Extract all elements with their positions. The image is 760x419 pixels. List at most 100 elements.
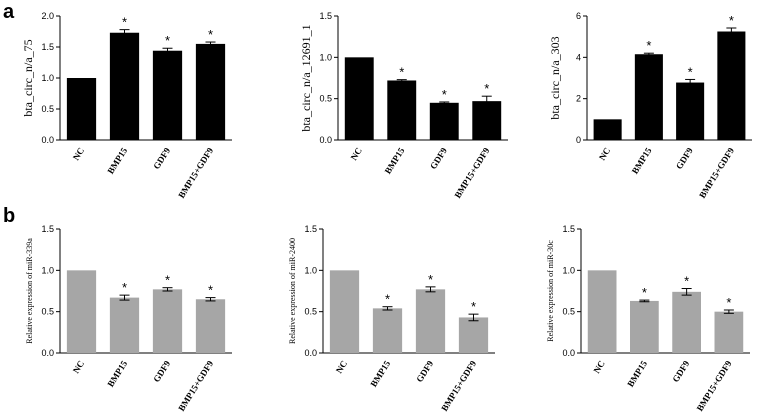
- y-tick-label: 1.5: [41, 224, 54, 234]
- panel-label-a: a: [3, 1, 15, 23]
- x-tick-label: GDF9: [428, 145, 449, 171]
- significance-star: *: [688, 64, 693, 79]
- y-tick-label: 0.0: [562, 348, 575, 358]
- chart-1: 0.0 0.5 1.0 1.5 2.0 bta_circ_n/a_75 NC * BMP15 * G…: [21, 11, 232, 200]
- y-tick-label: 6: [576, 11, 581, 21]
- x-tick-label: BMP15: [105, 358, 129, 388]
- y-tick-label: 0.0: [41, 348, 54, 358]
- significance-star: *: [165, 33, 170, 48]
- significance-star: *: [471, 299, 476, 314]
- x-tick-label: GDF9: [674, 145, 695, 171]
- significance-star: *: [428, 272, 433, 287]
- y-tick-label: 0: [576, 135, 581, 145]
- significance-star: *: [208, 27, 213, 42]
- y-tick-label: 1.5: [562, 224, 575, 234]
- y-tick-label: 1.5: [41, 42, 54, 52]
- x-tick-label: NC: [349, 146, 364, 162]
- significance-star: *: [642, 285, 647, 300]
- y-tick-label: 4: [576, 52, 581, 62]
- significance-star: *: [122, 280, 127, 295]
- x-tick-label: NC: [334, 359, 349, 375]
- bar-gdf9: [672, 291, 701, 353]
- y-tick-label: 1.0: [304, 265, 317, 275]
- bar-bmp15: [630, 300, 659, 353]
- bar-gdf9: [676, 82, 705, 140]
- x-tick-label: BMP15+GDF9: [695, 358, 734, 413]
- significance-star: *: [726, 295, 731, 310]
- y-tick-label: 1.0: [562, 265, 575, 275]
- bar-bmp15: [109, 297, 140, 353]
- bar-gdf9: [429, 102, 459, 140]
- bar-gdf9: [152, 50, 183, 140]
- y-axis-label: bta_circ_n/a_75: [21, 39, 35, 116]
- bar-bmp15: [387, 80, 417, 140]
- x-tick-label: GDF9: [670, 358, 691, 384]
- x-tick-label: BMP15+GDF9: [176, 145, 215, 200]
- y-tick-label: 1.5: [304, 224, 317, 234]
- x-tick-label: BMP15+GDF9: [452, 145, 491, 200]
- x-tick-label: GDF9: [151, 358, 172, 384]
- bar-nc: [66, 78, 97, 140]
- x-tick-label: BMP15+GDF9: [697, 145, 736, 200]
- y-tick-label: 0.5: [304, 307, 317, 317]
- panel-label-b: b: [3, 205, 15, 227]
- y-tick-label: 0.5: [41, 307, 54, 317]
- significance-star: *: [165, 273, 170, 288]
- x-tick-label: BMP15: [630, 145, 654, 175]
- y-tick-label: 1.0: [41, 265, 54, 275]
- x-tick-label: GDF9: [151, 145, 172, 171]
- x-tick-label: BMP15: [105, 145, 129, 175]
- y-axis-label: bta_circ_n/a_12691_1: [299, 24, 313, 131]
- bar-bmp15-gdf9: [458, 317, 489, 353]
- chart-5: 0.0 0.5 1.0 1.5 Relative expression of miR-2…: [288, 224, 495, 413]
- bar-bmp15: [109, 32, 140, 140]
- significance-star: *: [399, 65, 404, 80]
- chart-6: 0.0 0.5 1.0 1.5 Relative expression of miR-3…: [546, 224, 750, 413]
- significance-star: *: [385, 292, 390, 307]
- x-tick-label: NC: [71, 146, 86, 162]
- bar-bmp15: [372, 308, 403, 353]
- y-tick-label: 1.0: [319, 52, 332, 62]
- bar-bmp15-gdf9: [717, 31, 746, 140]
- chart-2: 0.0 0.5 1.0 1.5 bta_circ_n/a_12691_1 NC * BMP15…: [299, 11, 508, 200]
- bar-bmp15-gdf9: [714, 311, 744, 353]
- significance-star: *: [122, 15, 127, 30]
- bar-gdf9: [152, 289, 183, 353]
- y-tick-label: 1.0: [41, 73, 54, 83]
- x-tick-label: BMP15+GDF9: [439, 358, 478, 413]
- x-tick-label: GDF9: [414, 358, 435, 384]
- y-tick-label: 0.5: [562, 307, 575, 317]
- bar-bmp15: [634, 54, 663, 140]
- bar-bmp15-gdf9: [472, 101, 502, 140]
- y-tick-label: 0.0: [304, 348, 317, 358]
- y-axis-label: Relative expression of miR-339a: [25, 238, 34, 344]
- chart-3: 0 2 4 6 bta_circ_n/a_303 NC * BMP15 * GDF9 * BMP15+…: [548, 11, 752, 200]
- x-tick-label: NC: [597, 146, 612, 162]
- y-tick-label: 0.5: [41, 104, 54, 114]
- x-tick-label: BMP15: [383, 145, 407, 175]
- significance-star: *: [729, 13, 734, 28]
- y-axis-label: Relative expression of miR-30c: [546, 240, 555, 342]
- y-tick-label: 0.5: [319, 94, 332, 104]
- significance-star: *: [646, 38, 651, 53]
- y-tick-label: 2: [576, 94, 581, 104]
- bar-bmp15-gdf9: [195, 43, 226, 140]
- y-axis-label: bta_circ_n/a_303: [548, 36, 562, 119]
- y-tick-label: 0.0: [41, 135, 54, 145]
- y-tick-label: 2.0: [41, 11, 54, 21]
- x-tick-label: BMP15: [625, 358, 649, 388]
- bar-nc: [344, 57, 374, 141]
- chart-4: 0.0 0.5 1.0 1.5 Relative expression of miR-3…: [25, 224, 232, 413]
- x-tick-label: BMP15+GDF9: [176, 358, 215, 413]
- bar-nc: [329, 270, 360, 353]
- x-tick-label: NC: [71, 359, 86, 375]
- bar-nc: [593, 119, 622, 140]
- x-tick-label: BMP15: [368, 358, 392, 388]
- charts-group: 0.0 0.5 1.0 1.5 2.0 bta_circ_n/a_75 NC * BMP15 * G…: [21, 11, 752, 413]
- y-axis-label: Relative expression of miR-2400: [288, 238, 297, 344]
- x-tick-label: NC: [591, 359, 606, 375]
- bar-nc: [587, 270, 617, 353]
- bar-bmp15-gdf9: [195, 299, 226, 353]
- y-tick-label: 1.5: [319, 11, 332, 21]
